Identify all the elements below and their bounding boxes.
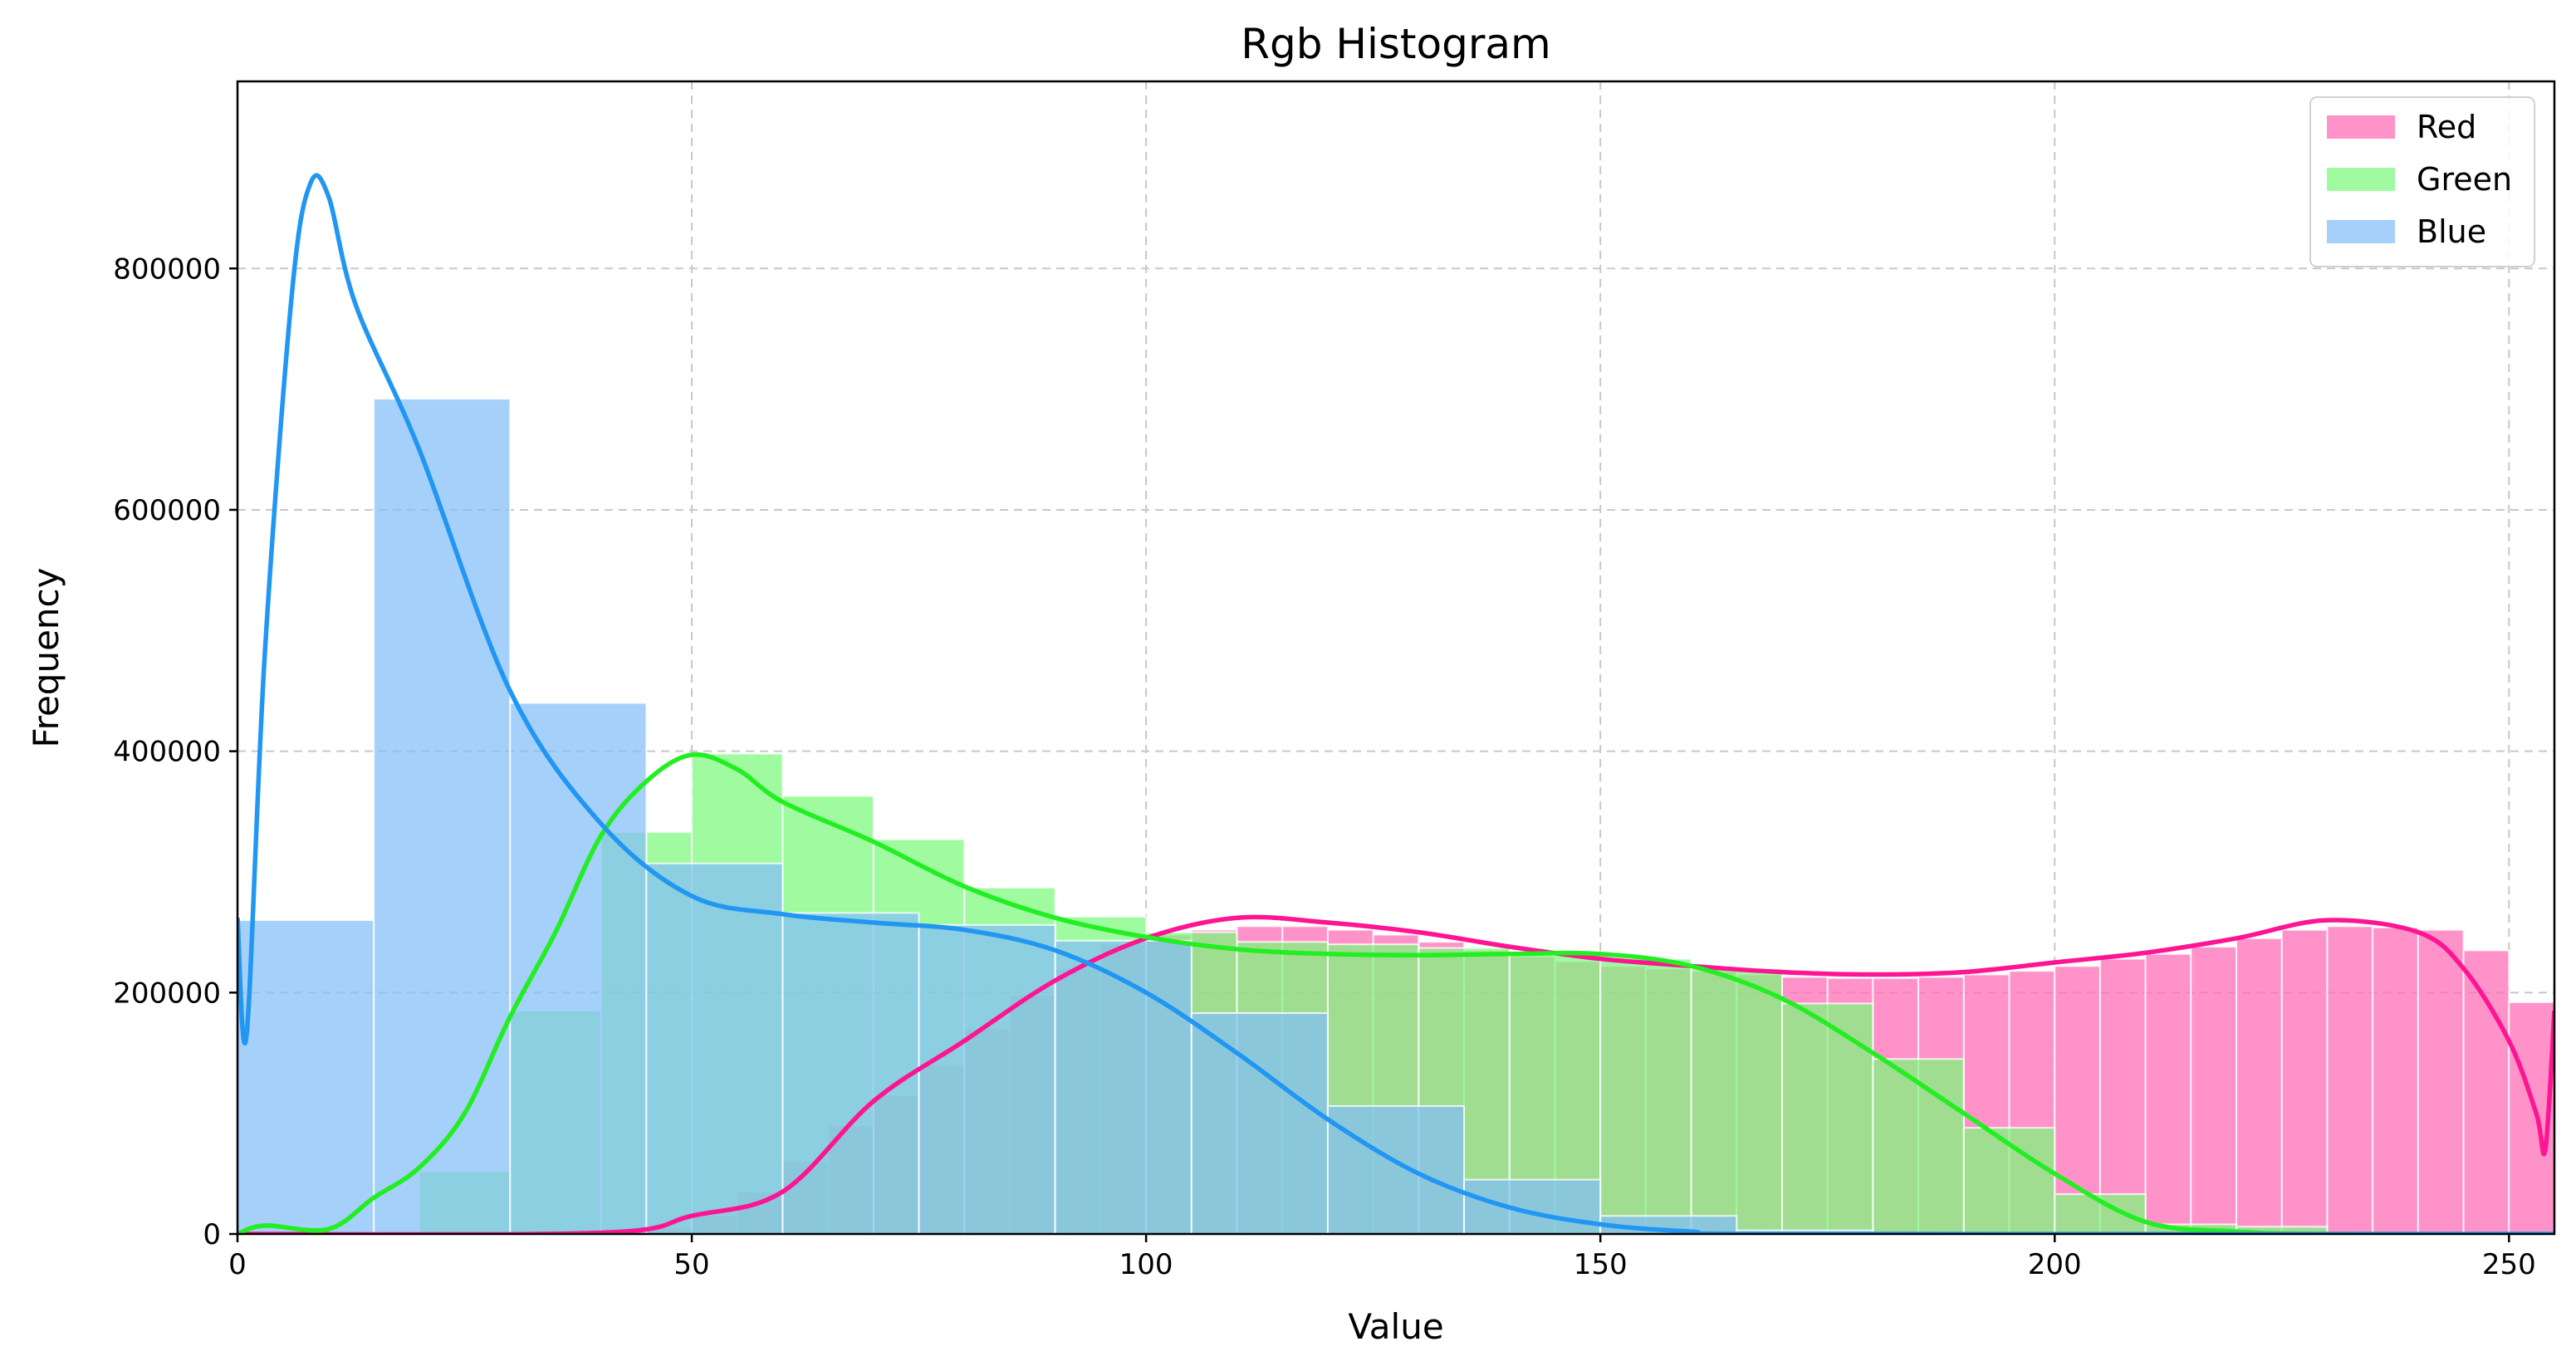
histogram-bar-blue: [1326, 1104, 1466, 1234]
histogram-bar-red: [2099, 957, 2147, 1234]
y-tick-label: 400000: [113, 736, 221, 769]
x-tick-label: 0: [228, 1248, 247, 1281]
kde-line-blue: [238, 173, 2554, 1234]
histogram-bar-red: [2280, 928, 2329, 1234]
legend-label-red: Red: [2417, 109, 2476, 145]
legend-label-green: Green: [2417, 161, 2512, 198]
kde-line-red: [238, 914, 2554, 1234]
histogram-bar-blue: [645, 862, 784, 1234]
y-axis-label: Frequency: [26, 568, 66, 748]
x-tick-label: 150: [1574, 1248, 1628, 1281]
chart-title: Rgb Histogram: [1241, 20, 1551, 68]
kde-curves: [238, 173, 2554, 1234]
histogram-bar-red: [2144, 952, 2192, 1234]
x-tick-label: 50: [673, 1248, 709, 1281]
histogram-bar-blue: [238, 919, 375, 1234]
legend: Red Green Blue: [2309, 96, 2535, 267]
histogram-bar-green: [1872, 1058, 1965, 1234]
histogram-bar-blue: [373, 398, 512, 1234]
histogram-bar-red: [2326, 925, 2374, 1234]
histogram-bars: [238, 398, 2554, 1234]
legend-swatch-green: [2327, 168, 2395, 191]
histogram-bar-red: [2190, 946, 2238, 1234]
histogram-bar-red: [2417, 928, 2465, 1234]
histogram-bar-green: [1690, 967, 1784, 1234]
x-tick-label: 250: [2482, 1248, 2536, 1281]
x-tick-label: 100: [1119, 1248, 1173, 1281]
kde-line-green: [238, 752, 2554, 1234]
histogram-bar-red: [2462, 949, 2510, 1234]
y-tick-label: 0: [203, 1218, 221, 1251]
legend-label-blue: Blue: [2417, 213, 2486, 250]
histogram-bar-red: [2236, 937, 2283, 1234]
y-tick-label: 600000: [113, 494, 221, 527]
histogram-bar-blue: [1190, 1012, 1329, 1234]
histogram-bar-blue: [781, 912, 920, 1234]
histogram-bar-green: [1599, 957, 1692, 1234]
plot-frame: [236, 80, 2556, 1236]
legend-swatch-red: [2327, 115, 2395, 139]
axis-ticks: 0 50 100 150 200 250 0 200000 400000 600000 800000: [113, 252, 2536, 1281]
histogram-bar-blue: [509, 702, 648, 1234]
histogram-bar-red: [2372, 926, 2419, 1234]
legend-swatch-blue: [2327, 220, 2395, 243]
bars-blue: [238, 398, 1874, 1234]
y-tick-label: 200000: [113, 977, 221, 1010]
x-tick-label: 200: [2028, 1248, 2082, 1281]
histogram-bar-blue: [1463, 1178, 1602, 1234]
x-axis-label: Value: [1348, 1306, 1443, 1347]
histogram-bar-blue: [1054, 939, 1193, 1234]
y-tick-label: 800000: [113, 252, 221, 286]
histogram-bar-green: [1781, 1002, 1874, 1234]
histogram-bar-blue: [918, 923, 1056, 1234]
